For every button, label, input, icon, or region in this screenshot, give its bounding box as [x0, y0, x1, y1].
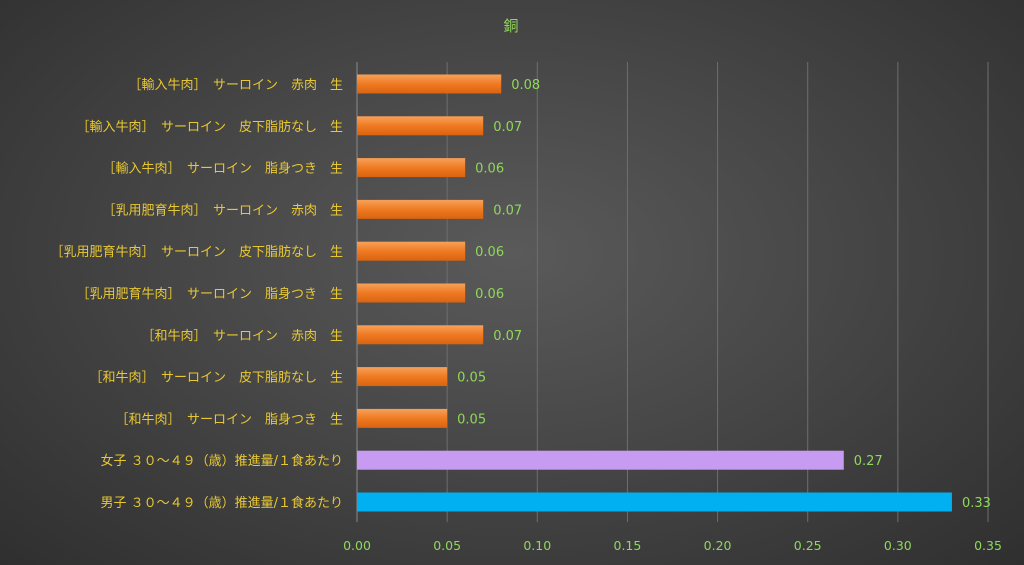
category-label: ［和牛肉］ サーロイン 赤肉 生: [141, 329, 343, 344]
category-label: ［乳用肥育牛肉］ サーロイン 皮下脂肪なし 生: [50, 244, 343, 260]
category-label: ［輸入牛肉］ サーロイン 皮下脂肪なし 生: [76, 119, 343, 135]
category-labels: ［輸入牛肉］ サーロイン 赤肉 生 ［輸入牛肉］ サーロイン 皮下脂肪なし 生 ［輸…: [50, 78, 343, 511]
value-label: 0.07: [493, 329, 522, 344]
category-label: 女子 ３０～４９（歳）推進量/１食あたり: [100, 453, 343, 469]
bar: [357, 367, 448, 387]
x-tick-label: 0.10: [523, 538, 551, 553]
value-label: 0.08: [511, 78, 540, 93]
value-label: 0.05: [457, 412, 486, 427]
chart-title: 銅: [503, 17, 518, 35]
value-label: 0.06: [475, 245, 504, 260]
bar: [357, 325, 484, 345]
bar: [357, 241, 466, 261]
category-label: 男子 ３０～４９（歳）推進量/１食あたり: [100, 495, 343, 511]
category-label: ［輸入牛肉］ サーロイン 赤肉 生: [128, 78, 343, 93]
x-tick-label: 0.05: [433, 538, 461, 553]
bar: [357, 116, 484, 136]
bar: [357, 158, 466, 178]
x-axis-ticks: 0.00 0.05 0.10 0.15 0.20 0.25 0.30 0.35: [343, 538, 1002, 553]
value-label: 0.07: [493, 120, 522, 135]
x-tick-label: 0.30: [884, 538, 912, 553]
bar: [357, 199, 484, 219]
bar: [357, 74, 502, 94]
value-label: 0.06: [475, 287, 504, 302]
x-tick-label: 0.00: [343, 538, 371, 553]
category-label: ［和牛肉］ サーロイン 脂身つき 生: [115, 411, 343, 427]
category-label: ［輸入牛肉］ サーロイン 脂身つき 生: [102, 161, 343, 177]
x-tick-label: 0.35: [974, 538, 1002, 553]
value-label: 0.06: [475, 162, 504, 177]
category-label: ［和牛肉］ サーロイン 皮下脂肪なし 生: [89, 370, 343, 386]
bar: [357, 450, 844, 470]
bars: [357, 74, 952, 512]
x-tick-label: 0.20: [704, 538, 732, 553]
bar: [357, 408, 448, 428]
x-tick-label: 0.25: [794, 538, 822, 553]
x-tick-label: 0.15: [614, 538, 642, 553]
bar: [357, 283, 466, 303]
bar: [357, 492, 952, 512]
value-labels: 0.08 0.07 0.06 0.07 0.06 0.06 0.07 0.05 0.05 0.27…: [457, 78, 991, 511]
value-label: 0.07: [493, 203, 522, 218]
value-label: 0.05: [457, 371, 486, 386]
category-label: ［乳用肥育牛肉］ サーロイン 赤肉 生: [102, 202, 343, 218]
gridlines: [356, 62, 989, 522]
value-label: 0.27: [854, 454, 883, 469]
category-label: ［乳用肥育牛肉］ サーロイン 脂身つき 生: [76, 286, 343, 302]
value-label: 0.33: [962, 496, 991, 511]
